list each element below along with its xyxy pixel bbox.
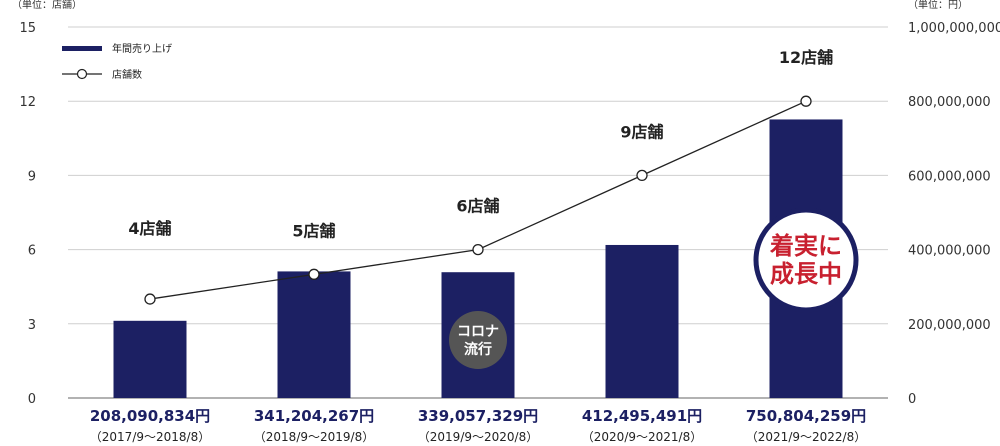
sales-value-label: 208,090,834円 [90,407,210,425]
store-count-point [636,169,648,182]
store-count-point [308,268,320,280]
period-label: （2019/9〜2020/8） [418,430,538,444]
category-labels: 208,090,834円 （2017/9〜2018/8） 341,204,267円 （… [90,407,866,444]
period-label: （2021/9〜2022/8） [746,430,866,444]
legend: 年間売り上げ 店舗数 [62,42,172,81]
sales-value-label: 750,804,259円 [746,407,866,425]
right-tick-label: 800,000,000 [908,95,991,110]
period-label: （2017/9〜2018/8） [90,430,210,444]
growth-badge [753,207,859,313]
right-tick-label: 600,000,000 [908,169,991,184]
corona-badge [449,311,507,369]
legend-line-marker [76,68,88,80]
corona-badge-text: コロナ [457,324,499,340]
sales-value-label: 339,057,329円 [418,407,538,425]
store-count-label: 12店舗 [779,48,833,67]
sales-value-label: 341,204,267円 [254,407,374,425]
sales-value-label: 412,495,491円 [582,407,702,425]
store-count-label: 5店舗 [292,221,335,240]
period-label: （2018/9〜2019/8） [254,430,374,444]
store-count-point [472,243,484,256]
store-count-label: 9店舗 [620,122,663,141]
right-tick-label: 400,000,000 [908,244,991,259]
store-count-point [144,293,156,305]
sales-bar [113,320,187,398]
left-tick-label: 3 [28,318,36,333]
right-tick-label: 0 [908,392,916,407]
growth-badge-text: 成長中 [770,260,842,288]
left-tick-label: 6 [28,244,36,259]
left-tick-label: 15 [19,21,36,36]
right-axis-unit-label: （単位：円） [908,0,968,11]
left-tick-label: 12 [19,95,36,110]
legend-bar-label: 年間売り上げ [112,42,172,55]
sales-bar [605,244,679,398]
sales-bar [277,271,351,398]
legend-bar-swatch [62,46,102,51]
store-count-point [800,95,812,107]
growth-badge-text: 着実に [770,232,842,260]
left-axis-ticks: 0 3 6 9 12 15 [19,21,36,407]
period-label: （2020/9〜2021/8） [582,430,702,444]
left-tick-label: 9 [28,169,36,184]
right-axis-ticks: 0 200,000,000 400,000,000 600,000,000 800,00… [908,21,1000,407]
left-axis-unit-label: （単位：店舗） [12,0,82,11]
left-tick-label: 0 [28,392,36,407]
store-count-line: 4店舗 5店舗 6店舗 9店舗 12店舗 [128,48,833,305]
store-count-label: 6店舗 [456,197,499,216]
right-tick-label: 1,000,000,000 [908,21,1000,36]
right-tick-label: 200,000,000 [908,318,991,333]
store-count-label: 4店舗 [128,219,171,238]
corona-badge-text: 流行 [464,341,492,358]
legend-line-label: 店舗数 [112,68,142,81]
